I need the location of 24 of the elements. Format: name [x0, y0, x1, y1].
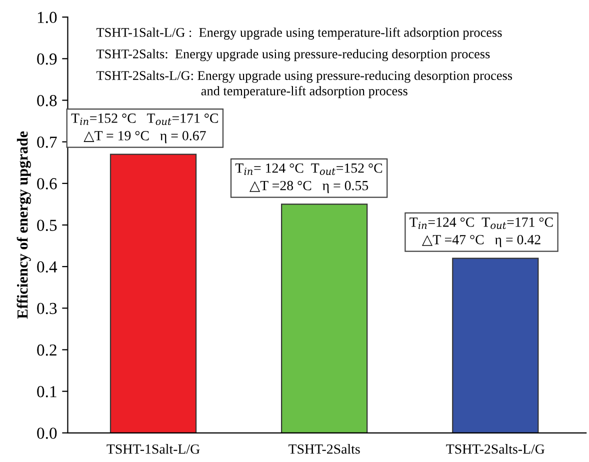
- bar: [452, 258, 539, 433]
- y-tick-label: 0.9: [37, 53, 57, 65]
- annotation: T$_{in}$=152 °C T$_{out}$=171 °C △T = 19 °C η = 0.67: [71, 114, 218, 144]
- annotation: TSHT-2Salts-L/G: Energy upgrade using pressure-reducing desorption process and temperature-lift adsorption process: [96, 70, 512, 98]
- y-axis-title: Efficiency of energy upgrade: [16, 131, 31, 319]
- x-tick-label: TSHT-1Salt-L/G: [106, 444, 200, 454]
- y-tick-label: 0.2: [37, 344, 56, 356]
- y-tick-label: 0.3: [37, 302, 57, 314]
- annotation: TSHT-2Salts: Energy upgrade using pressure-reducing desorption process: [96, 49, 490, 62]
- bar: [281, 204, 368, 433]
- y-tick-label: 0.7: [37, 136, 57, 148]
- y-tick-label: 0.6: [37, 178, 57, 190]
- bar: [110, 154, 197, 433]
- y-tick-label: 0.4: [37, 261, 58, 273]
- annotation: TSHT-1Salt-L/G : Energy upgrade using temperature-lift adsorption process: [96, 27, 502, 40]
- x-tick-label: TSHT-2Salts-L/G: [446, 444, 544, 454]
- y-tick-label: 1.0: [38, 12, 57, 24]
- y-tick-label: 0.8: [37, 94, 57, 106]
- annotation: T$_{in}$=124 °C T$_{out}$=171 °C △T =47 °C η = 0.42: [410, 217, 553, 248]
- y-tick-label: 0.0: [37, 428, 57, 439]
- y-tick-label: 0.5: [37, 220, 57, 232]
- y-tick-label: 0.1: [37, 386, 56, 398]
- x-tick-label: TSHT-2Salts: [288, 444, 360, 454]
- annotation: T$_{in}$= 124 °C T$_{out}$=152 °C △T =28 °C η = 0.55: [235, 163, 382, 194]
